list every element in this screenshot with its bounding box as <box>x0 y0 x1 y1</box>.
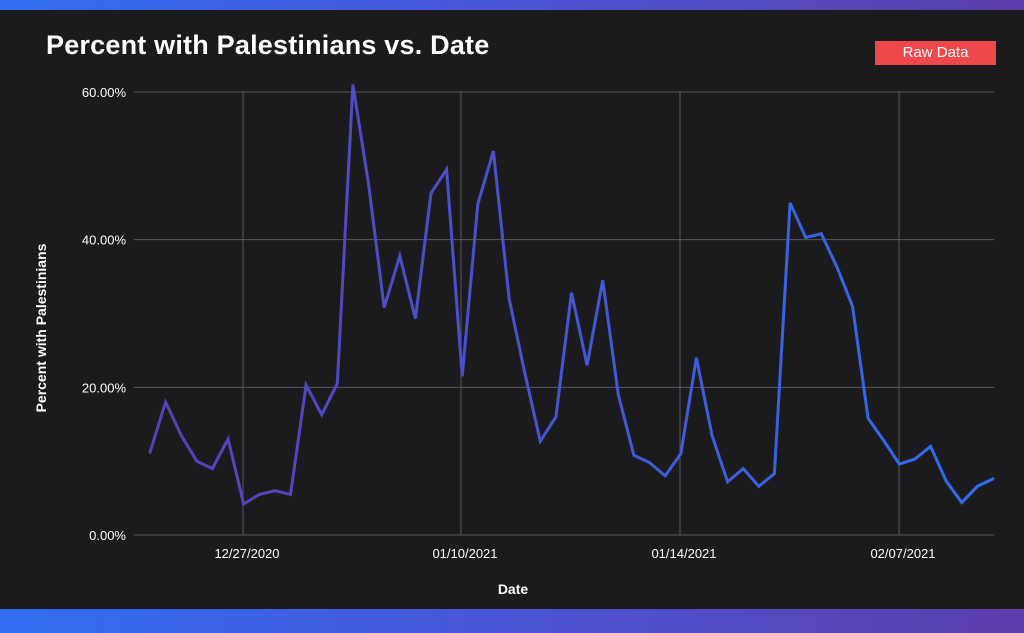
series-line <box>148 84 995 507</box>
y-tick-label: 0.00% <box>89 528 126 543</box>
data-point <box>210 467 214 471</box>
x-tick-label: 12/27/2020 <box>214 546 279 561</box>
x-axis-ticks: 12/27/2020 01/10/2021 01/14/2021 02/07/2021 <box>214 546 935 561</box>
y-tick-label: 20.00% <box>82 380 127 395</box>
data-point <box>882 438 886 442</box>
data-point <box>476 202 480 206</box>
data-point <box>367 182 371 186</box>
data-point <box>679 452 683 456</box>
grid-lines <box>134 91 994 536</box>
y-axis-title: Percent with Palestinians <box>33 243 49 412</box>
data-point <box>632 453 636 457</box>
data-point <box>819 232 823 236</box>
data-point <box>741 467 745 471</box>
data-point <box>913 457 917 461</box>
data-point <box>835 265 839 269</box>
data-point <box>491 149 495 153</box>
data-point <box>944 479 948 483</box>
data-point <box>694 356 698 360</box>
data-point <box>289 492 293 496</box>
data-point <box>382 306 386 310</box>
data-point <box>726 480 730 484</box>
data-point <box>304 383 308 387</box>
data-point <box>273 489 277 493</box>
data-point <box>554 415 558 419</box>
data-point <box>195 459 199 463</box>
data-point <box>975 484 979 488</box>
series-layer <box>148 83 995 507</box>
data-point <box>429 191 433 195</box>
data-point <box>663 474 667 478</box>
data-point <box>523 371 527 375</box>
x-tick-label: 02/07/2021 <box>870 546 935 561</box>
data-point <box>320 413 324 417</box>
bottom-gradient-band <box>0 609 1024 633</box>
data-point <box>991 477 995 481</box>
data-point <box>460 374 464 378</box>
data-point <box>585 363 589 367</box>
x-tick-label: 01/10/2021 <box>432 546 497 561</box>
y-tick-label: 60.00% <box>82 85 127 100</box>
data-point <box>257 492 261 496</box>
data-point <box>242 502 246 506</box>
data-point <box>148 450 152 454</box>
data-point <box>851 304 855 308</box>
data-point <box>710 433 714 437</box>
data-point <box>866 416 870 420</box>
y-axis-ticks: 0.00% 20.00% 40.00% 60.00% <box>82 85 127 543</box>
data-point <box>757 484 761 488</box>
data-point <box>929 444 933 448</box>
data-point <box>445 168 449 172</box>
data-point <box>960 501 964 505</box>
data-point <box>335 382 339 386</box>
raw-data-button[interactable]: Raw Data <box>875 41 996 65</box>
data-point <box>351 83 355 87</box>
top-gradient-band <box>0 0 1024 10</box>
data-point <box>601 278 605 282</box>
data-point <box>788 201 792 205</box>
data-point <box>616 393 620 397</box>
data-point <box>226 437 230 441</box>
data-point <box>897 462 901 466</box>
x-axis-title: Date <box>498 581 529 597</box>
chart-title: Percent with Palestinians vs. Date <box>46 30 490 60</box>
data-point <box>648 461 652 465</box>
data-point <box>398 254 402 258</box>
data-point <box>413 317 417 321</box>
data-point <box>179 433 183 437</box>
data-point <box>804 235 808 239</box>
data-point <box>772 472 776 476</box>
data-point <box>164 400 168 404</box>
x-tick-label: 01/14/2021 <box>651 546 716 561</box>
y-tick-label: 40.00% <box>82 233 127 248</box>
data-point <box>570 291 574 295</box>
data-point <box>538 439 542 443</box>
data-point <box>507 297 511 301</box>
